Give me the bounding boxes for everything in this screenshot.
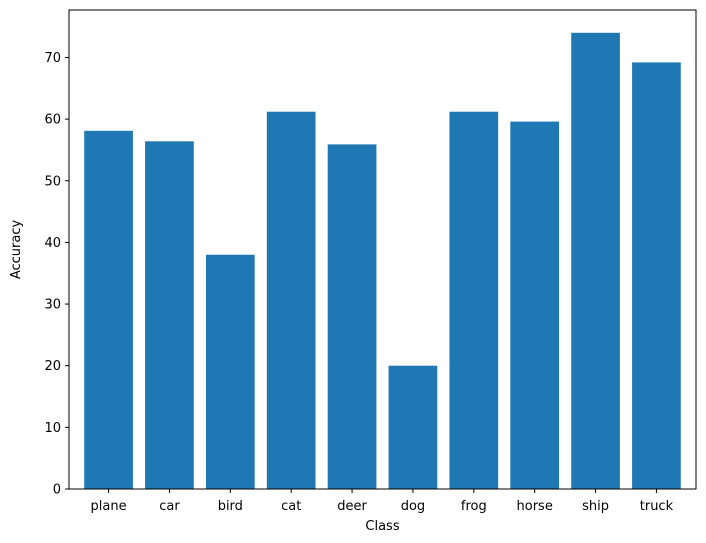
- y-axis-label: Accuracy: [9, 220, 24, 280]
- x-tick-label: horse: [517, 499, 553, 514]
- x-axis-label: Class: [365, 519, 399, 534]
- bar-horse: [510, 121, 560, 489]
- x-tick-label: cat: [281, 499, 301, 514]
- y-tick-label: 40: [44, 236, 61, 251]
- x-tick-label: ship: [582, 499, 609, 514]
- y-tick-label: 20: [44, 359, 61, 374]
- bar-dog: [388, 365, 438, 489]
- x-tick-label: dog: [401, 499, 425, 514]
- y-tick-label: 60: [44, 113, 61, 128]
- bar-plane: [84, 130, 133, 489]
- bar-cat: [266, 111, 316, 489]
- bar-ship: [571, 32, 620, 490]
- bar-frog: [449, 111, 499, 489]
- x-tick-label: car: [159, 499, 180, 514]
- bar-deer: [327, 144, 377, 489]
- y-tick-label: 30: [44, 298, 61, 313]
- y-tick-label: 10: [44, 421, 61, 436]
- bar-truck: [632, 62, 681, 490]
- x-tick-label: deer: [337, 499, 367, 514]
- y-tick-label: 70: [44, 51, 61, 66]
- plot-frame: [68, 9, 697, 490]
- x-tick-label: plane: [91, 499, 127, 514]
- x-tick-label: bird: [218, 499, 243, 514]
- y-tick-label: 0: [53, 483, 61, 498]
- bars-group: [84, 32, 681, 490]
- y-tick-label: 50: [44, 174, 61, 189]
- x-tick-label: frog: [461, 499, 487, 514]
- bar-bird: [205, 254, 255, 489]
- x-axis-ticks: plane car bird cat deer dog frog horse ship truck: [91, 489, 674, 514]
- bar-car: [145, 141, 194, 489]
- y-axis-ticks: 0 10 20 30 40 50 60 70: [44, 51, 69, 498]
- x-tick-label: truck: [640, 499, 674, 514]
